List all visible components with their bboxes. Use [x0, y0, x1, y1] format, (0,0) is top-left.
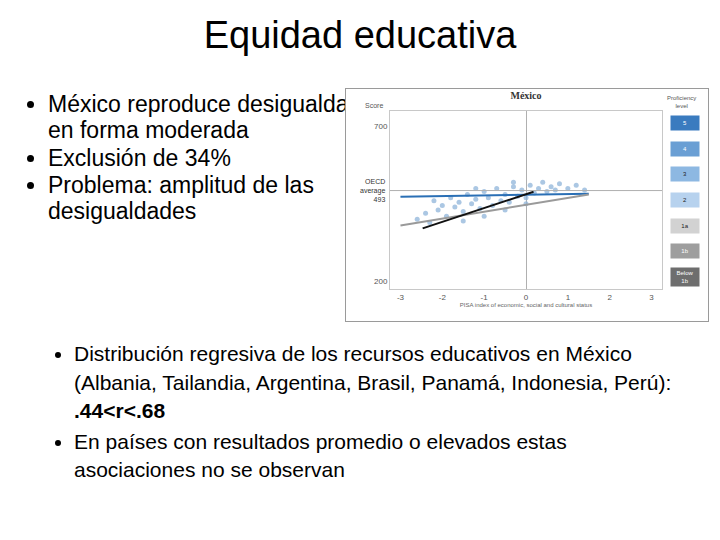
html-text:.44<r<.68: .44<r<.68 [74, 399, 166, 423]
html-text:Problema: amplitud de las desi: Problema: amplitud de las desigualdades [48, 172, 314, 224]
svg-text:-3: -3 [397, 293, 405, 302]
svg-text:1b: 1b [681, 248, 688, 254]
svg-text:5: 5 [683, 120, 687, 126]
svg-text:Proficiencylevel: Proficiencylevel [667, 95, 696, 109]
svg-text:PISA index of economic, social: PISA index of economic, social and cultu… [460, 302, 592, 308]
svg-text:700: 700 [374, 122, 388, 131]
html-text:México reproduce desigualdad e: México reproduce desigualdad en forma mo… [48, 91, 362, 143]
html-text:Exclusión de 34%: Exclusión de 34% [48, 144, 231, 171]
svg-text:1a: 1a [681, 223, 688, 229]
svg-text:2: 2 [607, 293, 612, 302]
svg-text:-1: -1 [481, 293, 489, 302]
svg-text:1: 1 [566, 293, 571, 302]
svg-text:4: 4 [683, 146, 687, 152]
html-text:Equidad educativa: Equidad educativa [203, 14, 517, 56]
svg-text:OECDaverage493: OECDaverage493 [360, 178, 385, 203]
svg-text:2: 2 [683, 197, 687, 203]
svg-text:3: 3 [649, 293, 654, 302]
html-text:Distribución regresiva de los: Distribución regresiva de los recursos e… [74, 342, 672, 394]
svg-text:-2: -2 [439, 293, 447, 302]
svg-text:200: 200 [374, 277, 388, 286]
svg-text:México: México [510, 90, 541, 101]
svg-text:Below1b: Below1b [676, 270, 693, 284]
svg-text:3: 3 [683, 171, 687, 177]
svg-text:0: 0 [524, 293, 529, 302]
svg-text:Score: Score [365, 102, 383, 109]
html-text:En países con resultados prome: En países con resultados promedio o elev… [74, 429, 567, 482]
